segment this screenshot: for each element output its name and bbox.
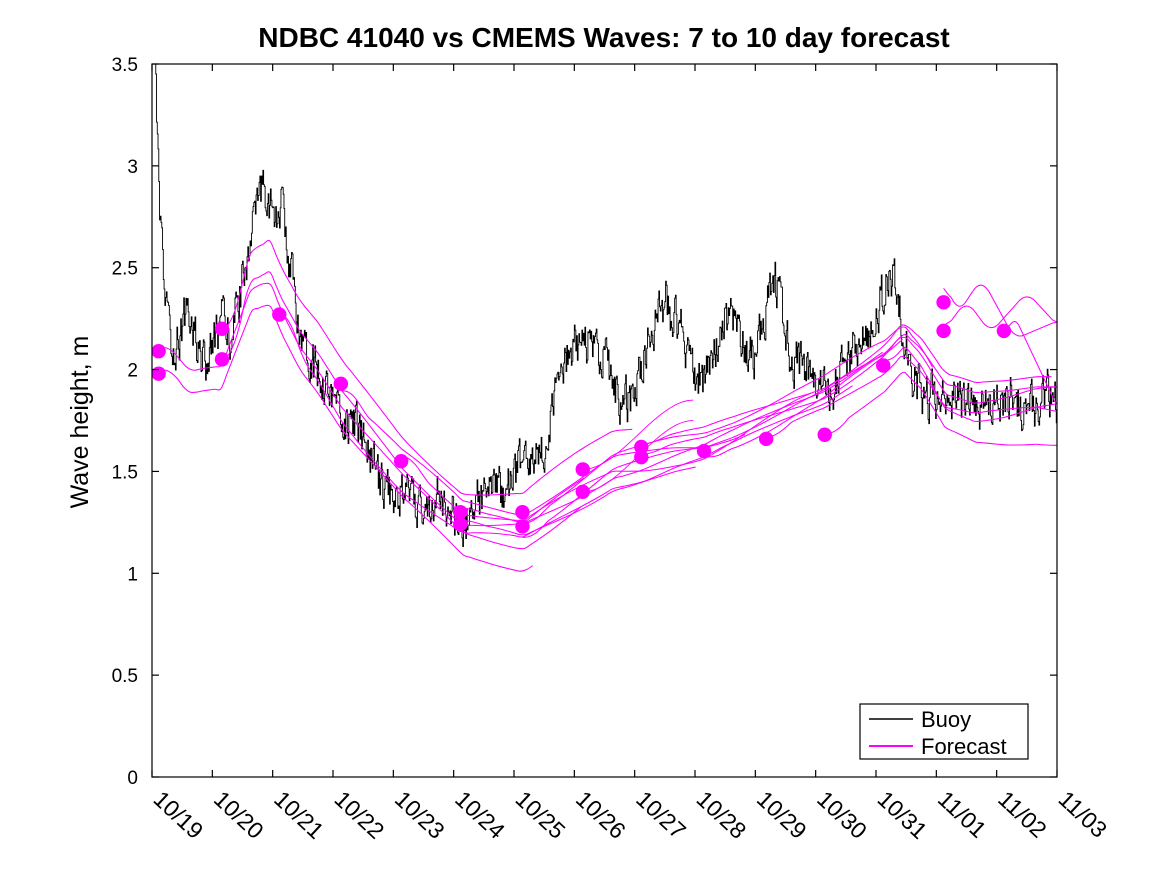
svg-text:Wave height, m: Wave height, m bbox=[66, 336, 94, 509]
svg-text:Buoy: Buoy bbox=[921, 707, 971, 732]
svg-text:Forecast: Forecast bbox=[921, 734, 1007, 759]
svg-text:0: 0 bbox=[127, 768, 138, 789]
svg-text:0.5: 0.5 bbox=[112, 666, 138, 687]
svg-text:NDBC 41040 vs CMEMS Waves: 7 t: NDBC 41040 vs CMEMS Waves: 7 to 10 day f… bbox=[258, 22, 949, 53]
svg-text:2: 2 bbox=[127, 361, 138, 382]
svg-text:2.5: 2.5 bbox=[112, 259, 138, 280]
svg-text:3.5: 3.5 bbox=[112, 55, 138, 76]
svg-text:1: 1 bbox=[127, 564, 138, 585]
svg-text:1.5: 1.5 bbox=[112, 462, 138, 483]
svg-text:3: 3 bbox=[127, 157, 138, 178]
